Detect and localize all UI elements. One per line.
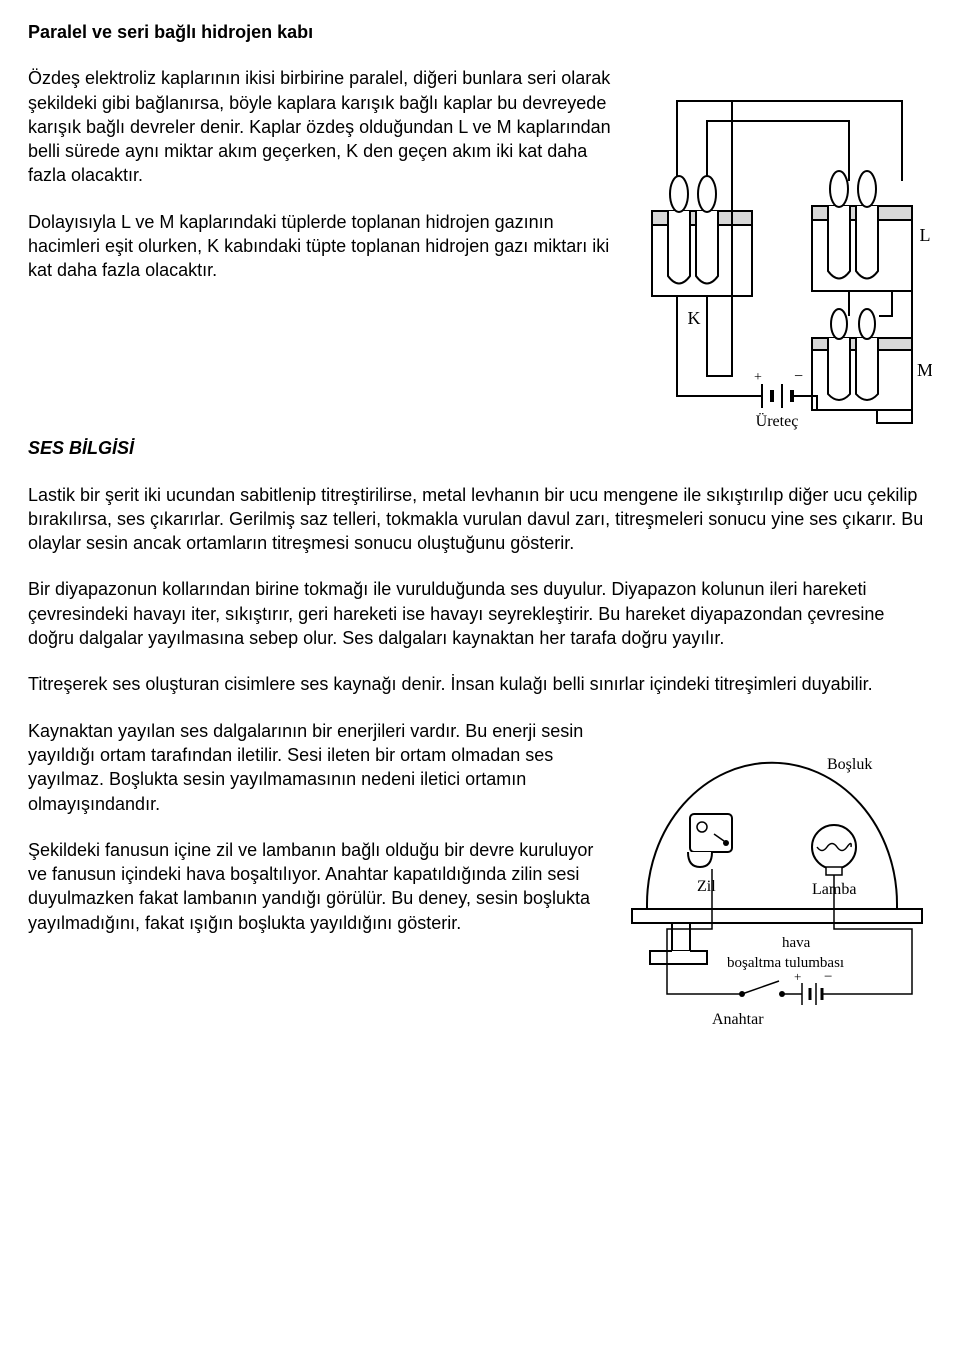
- label-anahtar: Anahtar: [712, 1011, 764, 1028]
- vacuum-text-column: Kaynaktan yayılan ses dalgalarının bir e…: [28, 719, 604, 957]
- body-paragraph-3: Titreşerek ses oluşturan cisimlere ses k…: [28, 672, 932, 696]
- label-uretec: Üreteç: [756, 412, 799, 430]
- intro-paragraph-2: Dolayısıyla L ve M kaplarındaki tüplerde…: [28, 210, 624, 283]
- vacuum-bell-diagram-icon: Boşluk Zil Lamba hava boşaltma tulumbası: [612, 719, 932, 1039]
- body-paragraph-2: Bir diyapazonun kollarından birine tokma…: [28, 577, 932, 650]
- page-title: Paralel ve seri bağlı hidrojen kabı: [28, 20, 932, 44]
- intro-row: Özdeş elektroliz kaplarının ikisi birbir…: [28, 66, 932, 436]
- label-m: M: [917, 360, 932, 380]
- electrolysis-figure: K L M: [632, 66, 932, 436]
- label-plus: +: [754, 370, 762, 385]
- body-paragraph-4: Kaynaktan yayılan ses dalgalarının bir e…: [28, 719, 604, 816]
- intro-text-column: Özdeş elektroliz kaplarının ikisi birbir…: [28, 66, 624, 304]
- label-hava: hava: [782, 935, 811, 951]
- label-minus: −: [794, 368, 803, 385]
- label-minus2: −: [824, 969, 832, 985]
- vacuum-row: Kaynaktan yayılan ses dalgalarının bir e…: [28, 719, 932, 1039]
- label-bosluk: Boşluk: [827, 756, 872, 773]
- vacuum-figure: Boşluk Zil Lamba hava boşaltma tulumbası: [612, 719, 932, 1039]
- label-zil: Zil: [697, 878, 716, 895]
- electrolysis-diagram-icon: K L M: [632, 66, 932, 436]
- section-heading: SES BİLGİSİ: [28, 436, 932, 460]
- label-k: K: [688, 308, 701, 328]
- label-l: L: [920, 225, 931, 245]
- body-paragraph-5: Şekildeki fanusun içine zil ve lambanın …: [28, 838, 604, 935]
- label-plus2: +: [794, 969, 801, 984]
- intro-paragraph-1: Özdeş elektroliz kaplarının ikisi birbir…: [28, 66, 624, 187]
- body-paragraph-1: Lastik bir şerit iki ucundan sabitlenip …: [28, 483, 932, 556]
